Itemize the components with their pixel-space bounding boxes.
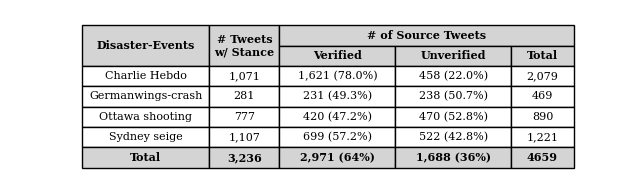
Bar	[83, 25, 209, 66]
Text: 1,688 (36%): 1,688 (36%)	[416, 152, 491, 163]
Bar	[396, 107, 511, 127]
Bar	[280, 45, 396, 66]
Text: 231 (49.3%): 231 (49.3%)	[303, 91, 372, 102]
Text: 1,621 (78.0%): 1,621 (78.0%)	[298, 71, 377, 81]
Bar	[511, 86, 573, 107]
Text: Total: Total	[527, 50, 558, 61]
Text: 1,107: 1,107	[228, 132, 260, 142]
Text: Germanwings-crash: Germanwings-crash	[89, 91, 203, 101]
Text: 2,079: 2,079	[527, 71, 559, 81]
Text: 890: 890	[532, 112, 553, 122]
Bar	[511, 45, 573, 66]
Text: 2,971 (64%): 2,971 (64%)	[300, 152, 375, 163]
Bar	[396, 147, 511, 168]
Bar	[209, 66, 280, 86]
Bar	[83, 127, 209, 147]
Text: Disaster-Events: Disaster-Events	[97, 40, 195, 51]
Bar	[396, 45, 511, 66]
Text: Sydney seige: Sydney seige	[109, 132, 183, 142]
Bar	[396, 86, 511, 107]
Bar	[83, 147, 209, 168]
Text: 3,236: 3,236	[227, 152, 262, 163]
Bar	[396, 66, 511, 86]
Bar	[280, 66, 396, 86]
Text: 469: 469	[532, 91, 553, 101]
Text: 1,071: 1,071	[228, 71, 260, 81]
Text: Verified: Verified	[313, 50, 362, 61]
Bar	[83, 107, 209, 127]
Bar	[209, 86, 280, 107]
Text: 522 (42.8%): 522 (42.8%)	[419, 132, 488, 142]
Bar	[511, 107, 573, 127]
Bar	[280, 25, 573, 45]
Bar	[280, 107, 396, 127]
Text: 458 (22.0%): 458 (22.0%)	[419, 71, 488, 81]
Bar	[511, 127, 573, 147]
Bar	[396, 127, 511, 147]
Text: # Tweets
w/ Stance: # Tweets w/ Stance	[214, 34, 275, 57]
Bar	[83, 86, 209, 107]
Text: Charlie Hebdo: Charlie Hebdo	[105, 71, 187, 81]
Text: Ottawa shooting: Ottawa shooting	[99, 112, 193, 122]
Bar	[280, 86, 396, 107]
Bar	[83, 66, 209, 86]
Bar	[280, 127, 396, 147]
Text: 420 (47.2%): 420 (47.2%)	[303, 112, 372, 122]
Text: # of Source Tweets: # of Source Tweets	[367, 30, 486, 41]
Text: Unverified: Unverified	[420, 50, 486, 61]
Text: 1,221: 1,221	[527, 132, 559, 142]
Bar	[280, 147, 396, 168]
Bar	[209, 127, 280, 147]
Bar	[511, 66, 573, 86]
Bar	[209, 107, 280, 127]
Text: 4659: 4659	[527, 152, 558, 163]
Bar	[511, 147, 573, 168]
Bar	[209, 25, 280, 66]
Text: 281: 281	[234, 91, 255, 101]
Text: Total: Total	[131, 152, 161, 163]
Bar	[209, 147, 280, 168]
Text: 777: 777	[234, 112, 255, 122]
Text: 699 (57.2%): 699 (57.2%)	[303, 132, 372, 142]
Text: 470 (52.8%): 470 (52.8%)	[419, 112, 488, 122]
Text: 238 (50.7%): 238 (50.7%)	[419, 91, 488, 102]
